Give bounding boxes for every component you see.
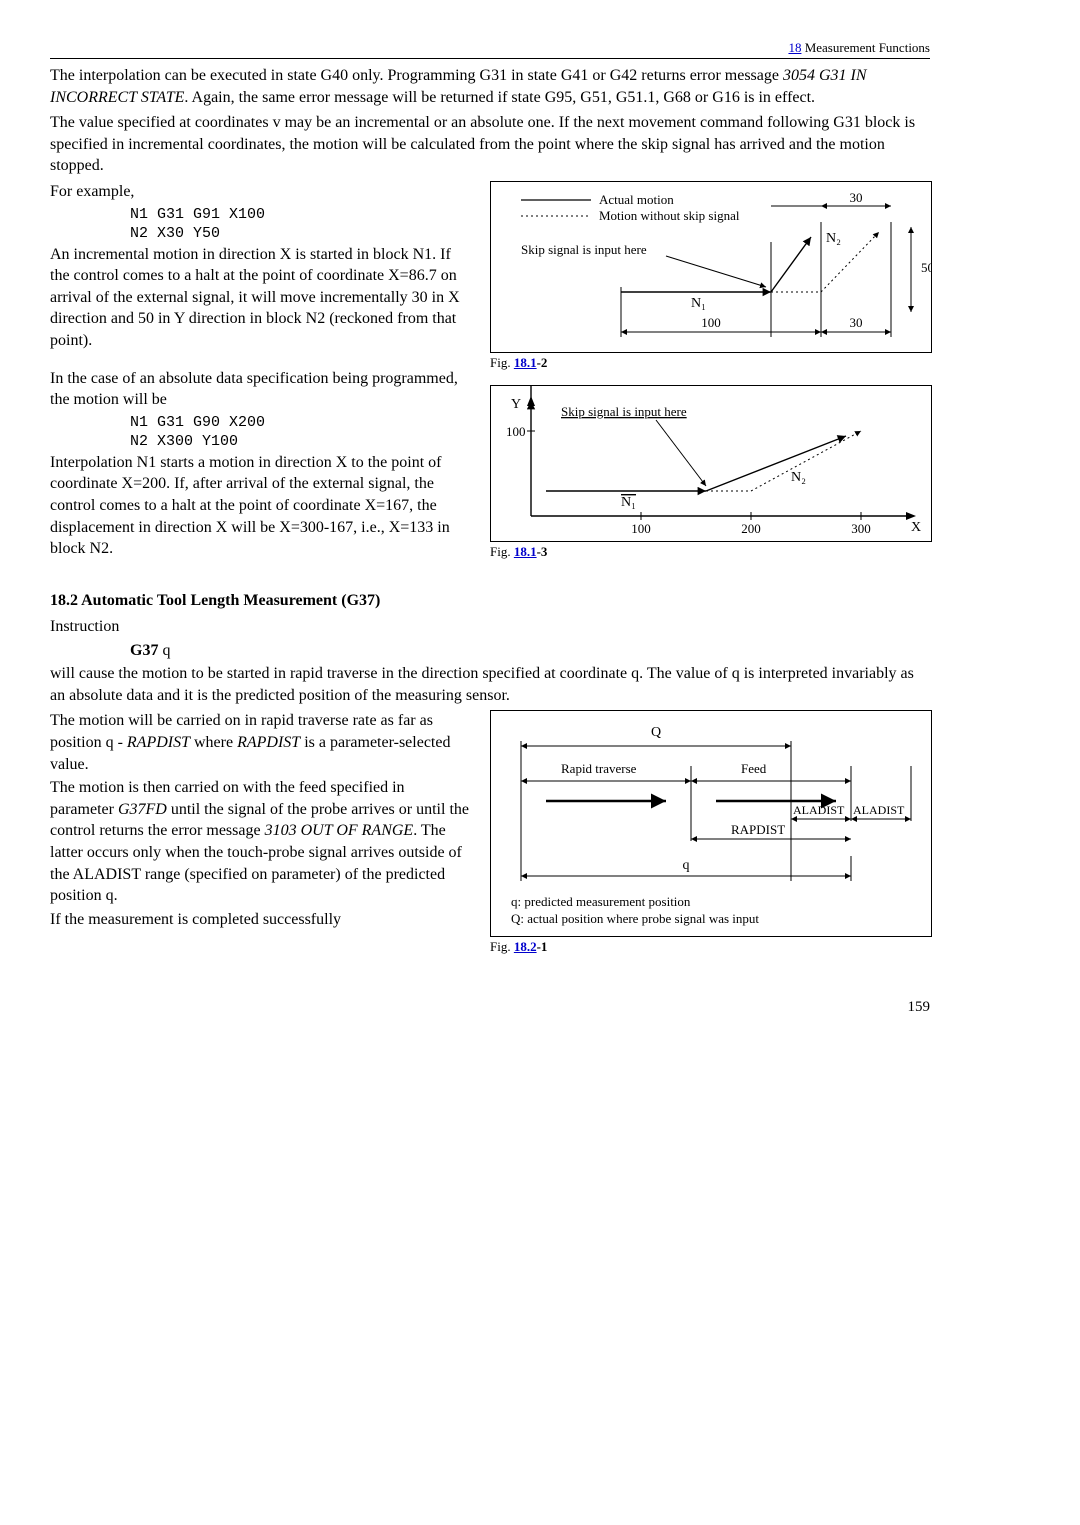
t: Fig.: [490, 939, 514, 954]
t: Actual motion: [599, 192, 674, 207]
t: ALADIST: [853, 803, 905, 817]
t: q: [683, 858, 690, 873]
fig-18-2-1-caption: Fig. 18.2-1: [490, 939, 930, 955]
t: 3103 OUT OF RANGE: [265, 822, 414, 839]
intro-p2: The value specified at coordinates v may…: [50, 112, 930, 177]
t: RAPDIST: [127, 734, 190, 751]
link[interactable]: 18.2: [514, 939, 537, 954]
t: where: [190, 734, 237, 751]
t: Rapid traverse: [561, 761, 637, 776]
block1-text: An incremental motion in direction X is …: [50, 244, 470, 352]
t: N₂: [826, 231, 841, 246]
t: . Again, the same error message will be …: [184, 89, 815, 106]
block4-p3: If the measurement is completed successf…: [50, 909, 470, 931]
t: 100: [701, 315, 721, 330]
t: Y: [511, 397, 521, 412]
t: -2: [537, 355, 548, 370]
t: Skip signal is input here: [561, 404, 687, 419]
t: 30: [850, 315, 863, 330]
t: Q: [651, 725, 661, 740]
block3-text: Interpolation N1 starts a motion in dire…: [50, 452, 470, 560]
header-text: Measurement Functions: [801, 40, 930, 55]
t: Q: actual position where probe signal wa…: [511, 911, 759, 926]
link[interactable]: 18.1: [514, 544, 537, 559]
c: N1 G31 G90 X200: [130, 414, 265, 431]
t: N₁: [621, 495, 636, 510]
t: 30: [850, 190, 863, 205]
page-number: 159: [50, 999, 930, 1016]
t: 100: [506, 424, 526, 439]
g37-line: G37 q: [130, 640, 930, 662]
c: N2 X30 Y50: [130, 225, 220, 242]
t: N₁: [691, 296, 706, 311]
page-header: 18 Measurement Functions: [50, 40, 930, 59]
instruction-label: Instruction: [50, 616, 930, 638]
sec-p1: will cause the motion to be started in r…: [50, 663, 930, 706]
t: Fig.: [490, 355, 514, 370]
t: 300: [851, 521, 871, 536]
figure-18-1-3: Y X 100 100 200 300 Skip signal is input…: [490, 385, 932, 542]
t: 50: [921, 260, 932, 275]
header-link[interactable]: 18: [788, 40, 801, 55]
intro-p1: The interpolation can be executed in sta…: [50, 65, 930, 108]
t: G37: [130, 642, 158, 659]
t: RAPDIST: [731, 822, 785, 837]
for-example: For example,: [50, 181, 470, 203]
block4-p2: The motion is then carried on with the f…: [50, 777, 470, 907]
code-block-2: N1 G31 G90 X200 N2 X300 Y100: [130, 413, 470, 452]
block4-p1: The motion will be carried on in rapid t…: [50, 710, 470, 775]
t: 200: [741, 521, 761, 536]
figure-18-1-2: Actual motion Motion without skip signal…: [490, 181, 932, 353]
link[interactable]: 18.1: [514, 355, 537, 370]
t: Skip signal is input here: [521, 242, 647, 257]
t: G37FD: [118, 801, 167, 818]
t: q: predicted measurement position: [511, 894, 691, 909]
t: The interpolation can be executed in sta…: [50, 67, 783, 84]
t: -3: [537, 544, 548, 559]
block2-p1: In the case of an absolute data specific…: [50, 368, 470, 411]
fig-18-1-2-caption: Fig. 18.1-2: [490, 355, 930, 371]
t: X: [911, 520, 921, 535]
section-18-2-title: 18.2 Automatic Tool Length Measurement (…: [50, 592, 930, 610]
t: Fig.: [490, 544, 514, 559]
c: N2 X300 Y100: [130, 433, 238, 450]
t: q: [158, 642, 170, 659]
t: 100: [631, 521, 651, 536]
t: Feed: [741, 761, 767, 776]
fig-18-1-3-caption: Fig. 18.1-3: [490, 544, 930, 560]
t: N₂: [791, 470, 806, 485]
t: -1: [537, 939, 548, 954]
code-block-1: N1 G31 G91 X100 N2 X30 Y50: [130, 205, 470, 244]
t: Motion without skip signal: [599, 208, 740, 223]
c: N1 G31 G91 X100: [130, 206, 265, 223]
figure-18-2-1: Q Rapid traverse Feed ALADIST ALADIST RA…: [490, 710, 932, 937]
t: ALADIST: [793, 803, 845, 817]
t: RAPDIST: [237, 734, 300, 751]
